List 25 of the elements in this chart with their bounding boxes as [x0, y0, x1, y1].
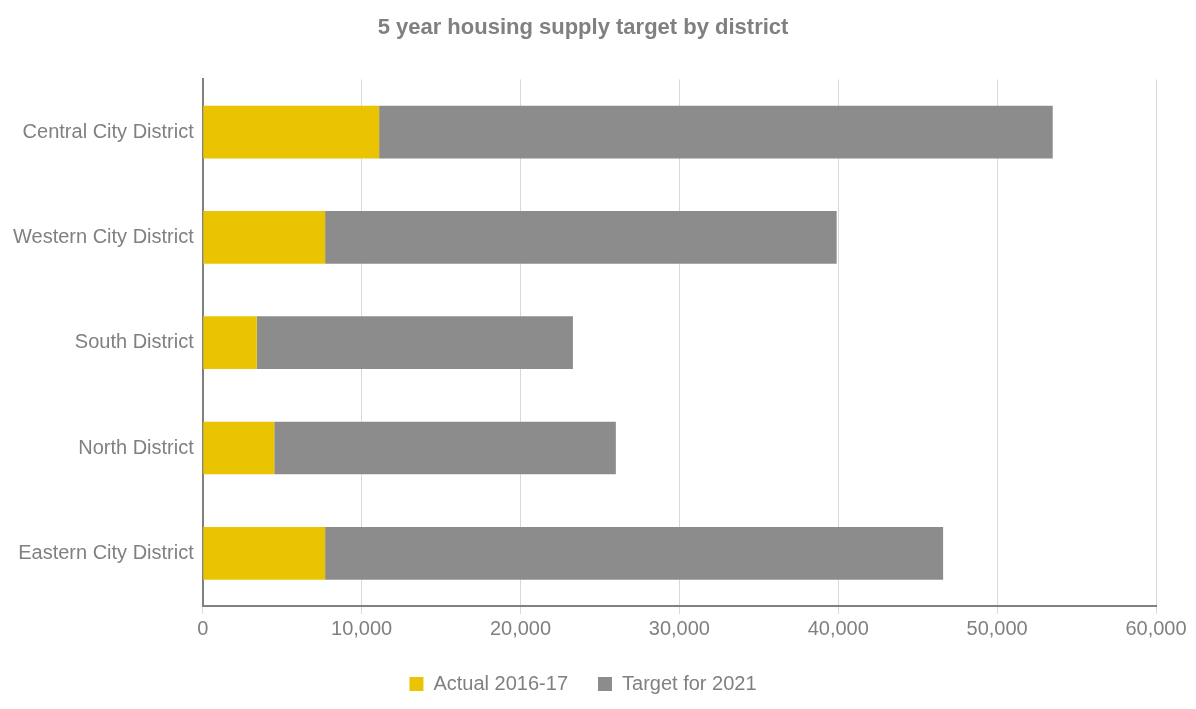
bar: [203, 421, 275, 475]
bar: [379, 105, 1053, 159]
x-tick-label: 30,000: [648, 616, 710, 639]
legend-label: Target for 2021: [622, 671, 757, 694]
x-tick-label: 40,000: [807, 616, 869, 639]
y-tick-label: South District: [74, 330, 195, 353]
x-tick-label: 10,000: [331, 616, 393, 639]
x-tick-label: 20,000: [489, 616, 552, 639]
x-tick-label: 50,000: [966, 616, 1028, 639]
bar: [274, 421, 616, 475]
y-tick-label: North District: [78, 435, 195, 458]
x-tick-label: 60,000: [1125, 616, 1187, 639]
bar: [203, 211, 326, 264]
legend-label: Actual 2016-17: [433, 671, 569, 694]
bar: [203, 105, 380, 159]
bar: [203, 316, 257, 370]
bar: [325, 527, 944, 580]
y-tick-label: Eastern City District: [18, 540, 195, 563]
bar: [203, 527, 326, 580]
y-tick-label: Central City District: [22, 119, 195, 142]
x-tick-label: 0: [197, 616, 209, 639]
chart-title: 5 year housing supply target by district: [377, 14, 790, 40]
y-tick-label: Western City District: [13, 224, 195, 247]
bar: [325, 211, 837, 264]
bar: [256, 316, 573, 370]
